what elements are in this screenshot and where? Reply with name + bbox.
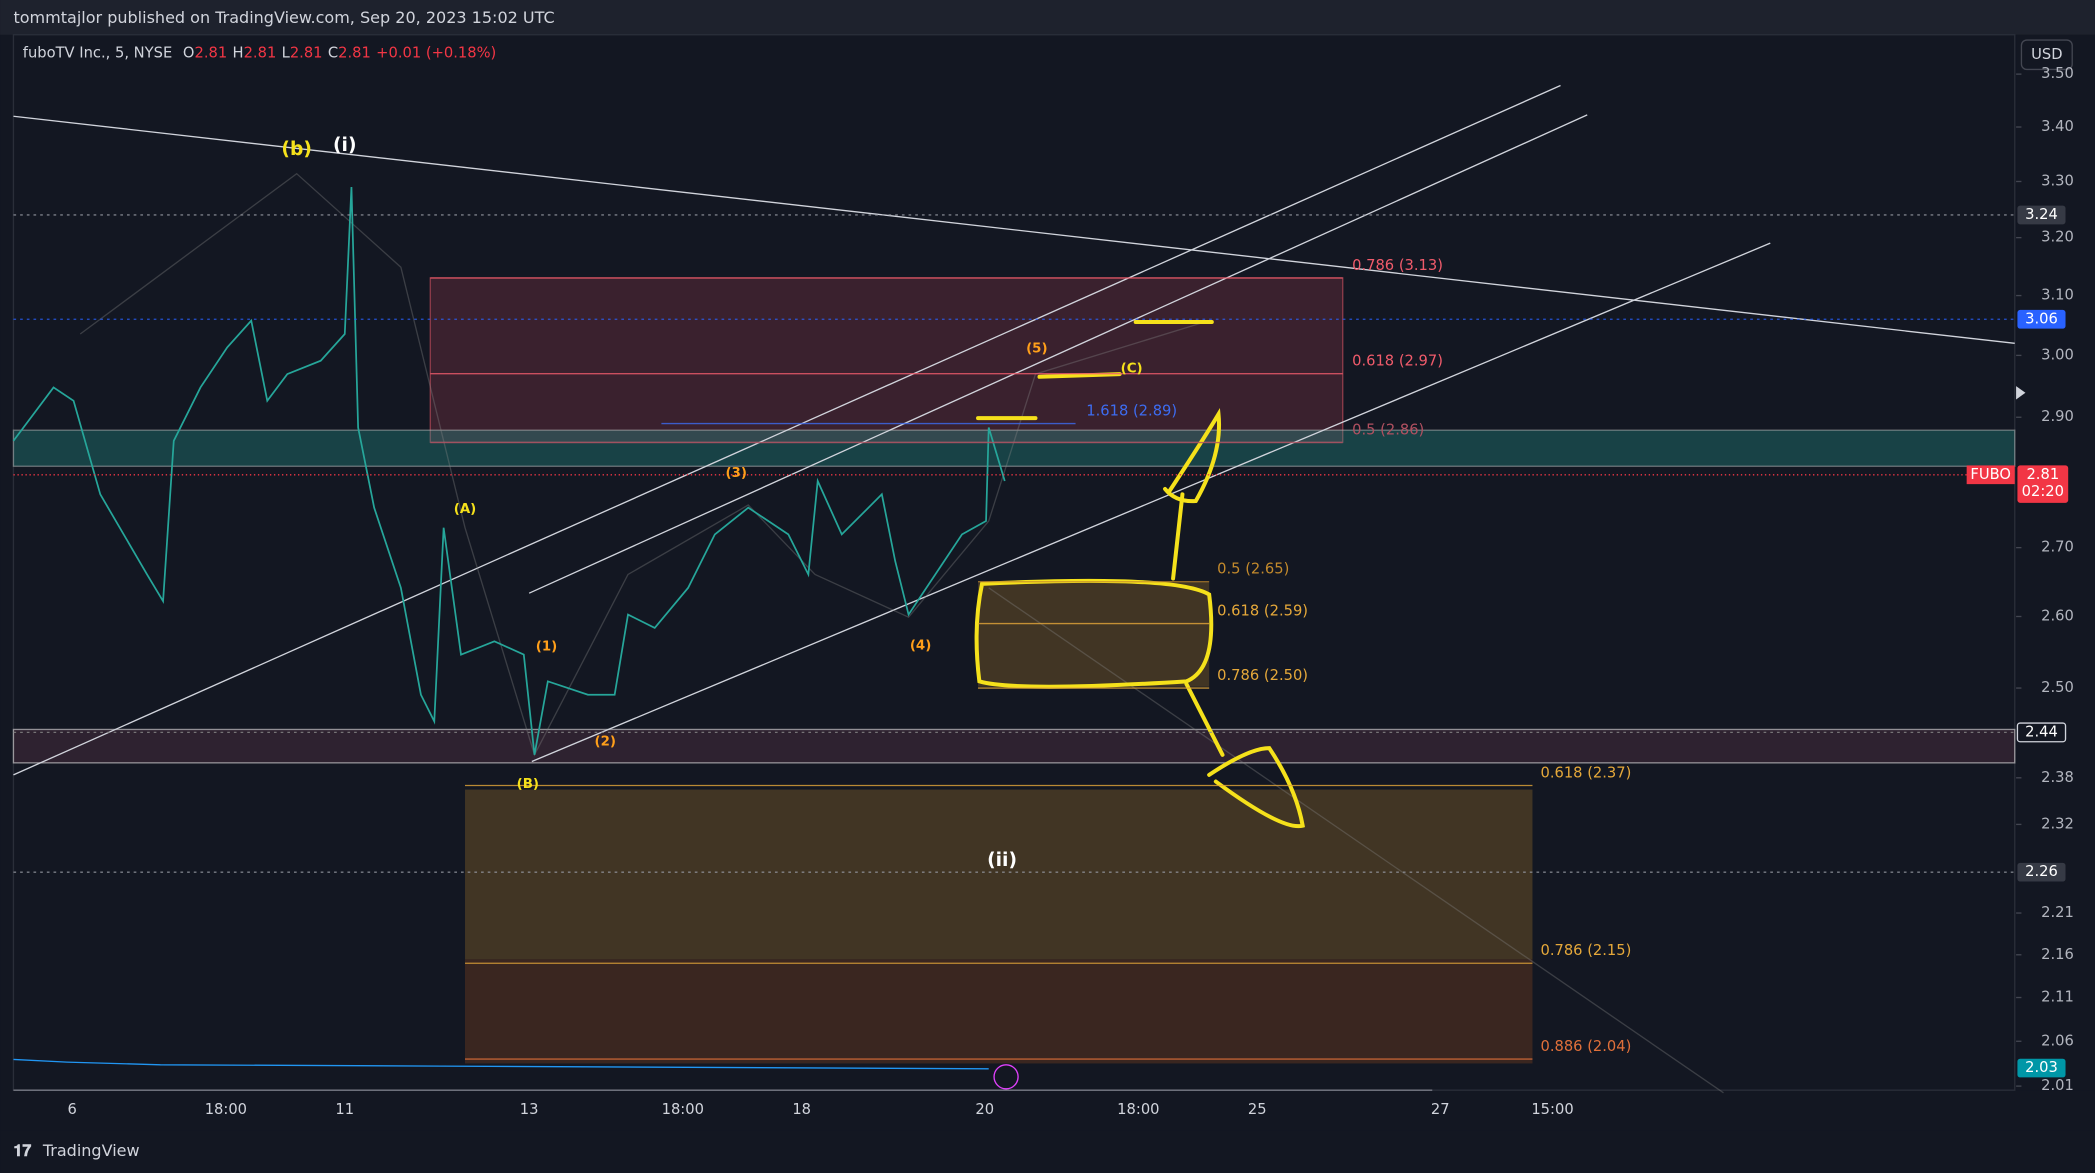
- fib-label: 0.5 (2.86): [1352, 422, 1424, 439]
- footer: [0, 1130, 2095, 1173]
- support-band: [12, 429, 2016, 467]
- time-tick-label: 18: [792, 1101, 811, 1118]
- time-tick-label: 13: [520, 1101, 539, 1118]
- brand-logo: 𝟏𝟕: [13, 1141, 31, 1160]
- time-tick-label: 11: [335, 1101, 354, 1118]
- projection-line: [988, 587, 1724, 1094]
- plot-area: [12, 34, 2016, 1091]
- brand: TradingView: [42, 1141, 140, 1160]
- support-band: [12, 728, 2016, 764]
- time-tick-label: 25: [1248, 1101, 1267, 1118]
- price-tick-label: 2.70: [2041, 539, 2074, 556]
- hand-drawing: [974, 319, 1305, 829]
- price-axis: [2016, 34, 2095, 1091]
- price-marker: [2016, 722, 2067, 743]
- volume-line: [13, 1058, 989, 1070]
- price-tick-label: 2.50: [2041, 679, 2074, 696]
- price-tick-label: 2.16: [2041, 946, 2074, 963]
- time-tick-label: 18:00: [662, 1101, 704, 1118]
- price-marker-label: 2.44: [2025, 723, 2058, 740]
- wave-label: (4): [910, 638, 931, 653]
- fib-zone: [429, 277, 1344, 443]
- wave-label: (3): [725, 466, 746, 481]
- fib-label: 1.618 (2.89): [1086, 403, 1177, 420]
- price-tick-label: 2.38: [2041, 769, 2074, 786]
- wave-label: (b): [281, 139, 311, 160]
- top-bar: [0, 0, 2095, 35]
- price-marker-label: 2.03: [2025, 1059, 2058, 1076]
- fib-label: 0.786 (3.13): [1352, 257, 1443, 274]
- legend-value: 2.81: [244, 44, 277, 61]
- price-tick-label: 3.20: [2041, 229, 2074, 246]
- last-price-box: [2017, 465, 2069, 503]
- price-tick-label: 2.06: [2041, 1032, 2074, 1049]
- fib-label: 0.786 (2.15): [1540, 942, 1631, 959]
- price-marker: [2017, 1058, 2066, 1078]
- legend-value: 2.81: [194, 44, 227, 61]
- price-tick-label: 3.50: [2041, 65, 2074, 82]
- legend-value: 2.81: [290, 44, 323, 61]
- time-tick-label: 27: [1431, 1101, 1450, 1118]
- time-tick-label: 18:00: [1117, 1101, 1159, 1118]
- fib-zone: [465, 789, 1533, 960]
- wave-label: (5): [1026, 342, 1047, 357]
- price-tick-label: 2.11: [2041, 989, 2074, 1006]
- price-marker-label: 3.06: [2025, 310, 2058, 327]
- fib-label: 0.618 (2.59): [1217, 603, 1308, 620]
- legend-change: +0.01 (+0.18%): [376, 44, 496, 61]
- price-tick-label: 2.21: [2041, 904, 2074, 921]
- price-tick-label: 2.60: [2041, 607, 2074, 624]
- price-marker: [2017, 862, 2066, 882]
- price-marker: [2017, 205, 2066, 225]
- time-tick-label: 18:00: [205, 1101, 247, 1118]
- price-tick-label: 3.40: [2041, 118, 2074, 135]
- scroll-arrow[interactable]: [2016, 386, 2026, 400]
- wave-label: (i): [333, 135, 356, 156]
- last-price-symbol-box: [1966, 465, 2015, 485]
- currency-button[interactable]: [2020, 39, 2073, 71]
- legend-symbol: fuboTV Inc., 5, NYSE: [23, 44, 172, 61]
- wave-path: [79, 172, 1210, 757]
- price-tick-label: 2.32: [2041, 815, 2074, 832]
- last-price-symbol: FUBO: [1970, 466, 2011, 483]
- time-tick-label: 6: [68, 1101, 77, 1118]
- price-tick-label: 2.90: [2041, 408, 2074, 425]
- price-tick-label: 3.10: [2041, 287, 2074, 304]
- price-tick-label: 2.01: [2041, 1077, 2074, 1094]
- price-tick-label: 3.00: [2041, 346, 2074, 363]
- trend-lines: [13, 84, 2015, 776]
- last-price: 2.81: [2026, 466, 2059, 483]
- wave-label: (1): [536, 640, 557, 655]
- legend-value: 2.81: [338, 44, 371, 61]
- legend-key: L: [282, 44, 291, 61]
- publish-note: tommtajlor published on TradingView.com,…: [13, 8, 554, 27]
- fib-label: 0.5 (2.65): [1217, 561, 1289, 578]
- fib-label: 0.618 (2.37): [1540, 764, 1631, 781]
- countdown: 02:20: [2022, 483, 2064, 500]
- time-tick-label: 20: [975, 1101, 994, 1118]
- legend-key: H: [233, 44, 244, 61]
- fib-label: 0.886 (2.04): [1540, 1038, 1631, 1055]
- legend-key: O: [183, 44, 195, 61]
- fib-zone: [978, 582, 1210, 687]
- price-line: [12, 186, 1006, 755]
- wave-label: (C): [1121, 362, 1143, 377]
- wave-label: (A): [454, 502, 477, 517]
- price-marker-label: 2.26: [2025, 863, 2058, 880]
- fib-label: 0.618 (2.97): [1352, 353, 1443, 370]
- legend: fuboTV Inc., 5, NYSE O2.81 H2.81 L2.81 C2.81…: [23, 44, 497, 61]
- time-tick-label: 15:00: [1531, 1101, 1573, 1118]
- price-marker: [2017, 309, 2066, 329]
- event-icon[interactable]: [993, 1064, 1019, 1090]
- fib-label: 0.786 (2.50): [1217, 667, 1308, 684]
- fib-zone: [465, 959, 1533, 1064]
- wave-label: (B): [517, 777, 539, 792]
- price-marker-label: 3.24: [2025, 206, 2058, 223]
- wave-label: (2): [595, 734, 616, 749]
- currency[interactable]: USD: [2031, 46, 2062, 63]
- legend-key: C: [328, 44, 338, 61]
- price-tick-label: 3.30: [2041, 172, 2074, 189]
- wave-label: (ii): [987, 850, 1017, 871]
